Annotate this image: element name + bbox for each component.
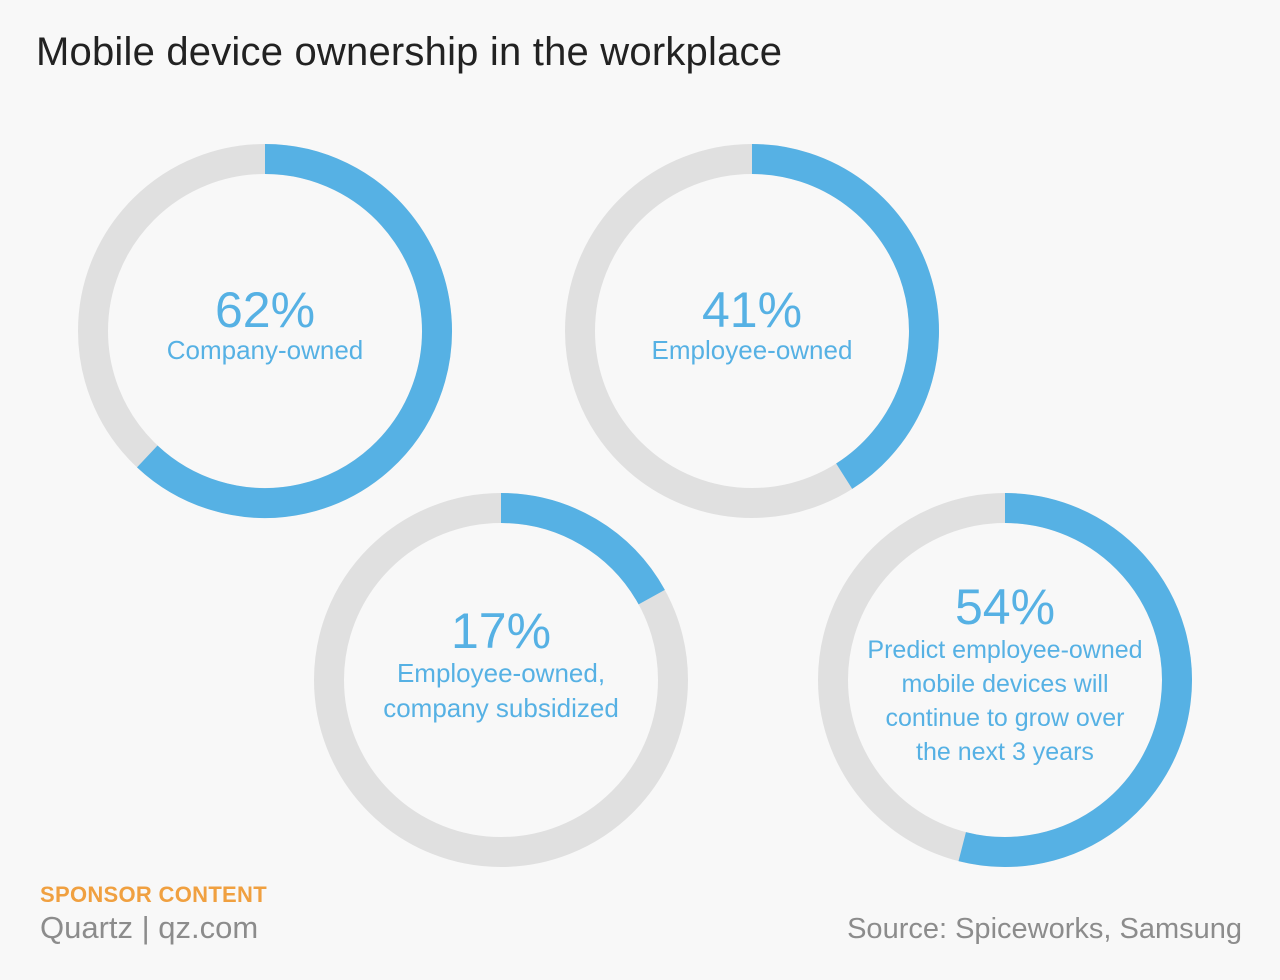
donut-value-label: 62% [215, 282, 315, 338]
donut-value-arc [500, 493, 665, 605]
donut-category-label: the next 3 years [916, 738, 1094, 766]
brand-label: Quartz | qz.com [40, 910, 259, 945]
donut-category-label: company subsidized [383, 693, 619, 723]
donut-category-label: continue to grow over [885, 704, 1124, 732]
donut-category-label: Employee-owned, [397, 658, 605, 688]
donut-category-label: Predict employee-owned [867, 636, 1142, 664]
donut-chart: 62%Company-owned [78, 144, 452, 518]
sponsor-label: SPONSOR CONTENT [40, 882, 267, 907]
donut-value-label: 54% [955, 579, 1055, 635]
chart-title: Mobile device ownership in the workplace [36, 30, 783, 74]
donut-category-label: mobile devices will [901, 670, 1108, 698]
donut-value-label: 41% [702, 282, 802, 338]
source-label: Source: Spiceworks, Samsung [847, 913, 1242, 945]
donut-chart: 54%Predict employee-owned mobile devices … [818, 493, 1192, 867]
donut-value-arc [751, 144, 939, 489]
donut-category-label: Company-owned [167, 335, 364, 365]
donut-chart: 41%Employee-owned [565, 144, 939, 518]
donut-value-label: 17% [451, 603, 551, 659]
donut-category-label: Employee-owned [652, 335, 853, 365]
donut-value-arc [137, 144, 452, 518]
donut-value-arc [958, 493, 1192, 867]
donut-chart: 17%Employee-owned, company subsidized [314, 493, 688, 867]
